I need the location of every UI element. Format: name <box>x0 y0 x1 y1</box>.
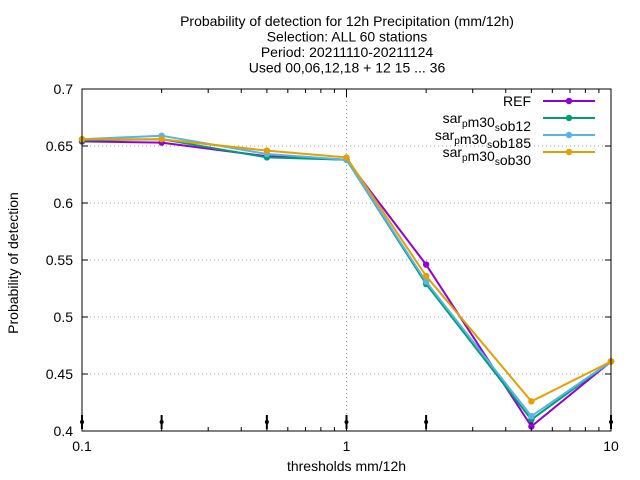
y-ticks: 0.4 0.45 0.5 0.55 0.6 0.65 0.7 <box>46 81 611 439</box>
title-line: Selection: ALL 60 stations <box>267 29 428 45</box>
data-point <box>422 272 430 280</box>
data-point <box>528 412 535 420</box>
legend-label: sarpm30sob12 <box>443 110 532 134</box>
data-point <box>263 147 271 154</box>
data-point <box>422 278 430 285</box>
legend-marker <box>565 97 573 105</box>
data-point <box>343 154 350 161</box>
y-tick-label: 0.6 <box>54 195 74 211</box>
data-point <box>422 261 430 268</box>
data-point <box>158 135 165 143</box>
threshold-marker-dot <box>344 420 349 424</box>
y-axis-label: Probability of detection <box>5 192 21 334</box>
legend-label: sarpm30sob185 <box>435 127 531 151</box>
y-tick-label: 0.4 <box>54 423 74 439</box>
threshold-marker-dot <box>264 420 269 424</box>
grid <box>82 89 611 431</box>
x-tick-label: 1 <box>343 438 351 454</box>
legend-marker <box>565 148 573 156</box>
y-tick-label: 0.45 <box>46 366 73 382</box>
data-point <box>528 398 535 405</box>
title-line: Used 00,06,12,18 + 12 15 ... 36 <box>249 60 446 76</box>
x-tick-label: 0.1 <box>72 438 92 454</box>
legend-label: sarpm30sob30 <box>443 144 532 168</box>
title-line: Period: 20211110-20211124 <box>261 44 434 60</box>
threshold-marker-dot <box>159 420 164 424</box>
chart-title: Probability of detection for 12h Precipi… <box>180 13 514 76</box>
y-tick-label: 0.65 <box>46 138 73 154</box>
data-point <box>528 423 535 430</box>
y-tick-label: 0.7 <box>54 81 74 97</box>
legend-label: REF <box>503 93 531 109</box>
x-tick-label: 10 <box>603 438 619 454</box>
title-line: Probability of detection for 12h Precipi… <box>180 13 514 29</box>
series-lines <box>78 132 615 430</box>
legend-marker <box>565 131 573 139</box>
threshold-marker-dot <box>424 420 429 424</box>
series-line <box>82 138 612 403</box>
series-line <box>81 140 612 428</box>
y-tick-label: 0.55 <box>46 252 73 268</box>
x-ticks: 0.1 1 10 <box>72 89 619 454</box>
y-tick-label: 0.5 <box>54 309 74 325</box>
x-axis-label: thresholds mm/12h <box>287 458 406 474</box>
legend-marker <box>565 114 573 122</box>
